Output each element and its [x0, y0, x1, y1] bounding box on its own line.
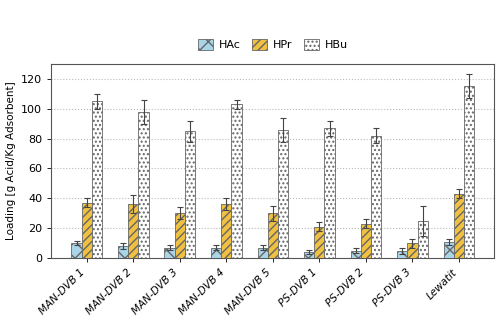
Bar — [361, 224, 371, 258]
Bar — [185, 131, 195, 258]
Bar — [92, 101, 102, 258]
Y-axis label: Loading [g Acid/Kg Adsorbent]: Loading [g Acid/Kg Adsorbent] — [6, 82, 16, 241]
Bar — [72, 243, 82, 258]
Bar — [304, 252, 314, 258]
Bar — [138, 112, 148, 258]
Bar — [164, 248, 174, 258]
Legend: HAc, HPr, HBu: HAc, HPr, HBu — [194, 34, 352, 54]
Bar — [232, 104, 241, 258]
Bar — [128, 204, 138, 258]
Bar — [82, 203, 92, 258]
Bar — [350, 251, 361, 258]
Bar — [174, 213, 185, 258]
Bar — [464, 86, 474, 258]
Bar — [258, 248, 268, 258]
Bar — [118, 246, 128, 258]
Bar — [371, 136, 382, 258]
Bar — [314, 227, 324, 258]
Bar — [408, 243, 418, 258]
Bar — [397, 251, 407, 258]
Bar — [454, 194, 464, 258]
Bar — [444, 242, 454, 258]
Bar — [211, 248, 221, 258]
Bar — [324, 128, 334, 258]
Bar — [418, 221, 428, 258]
Bar — [221, 204, 232, 258]
Bar — [268, 213, 278, 258]
Bar — [278, 130, 288, 258]
